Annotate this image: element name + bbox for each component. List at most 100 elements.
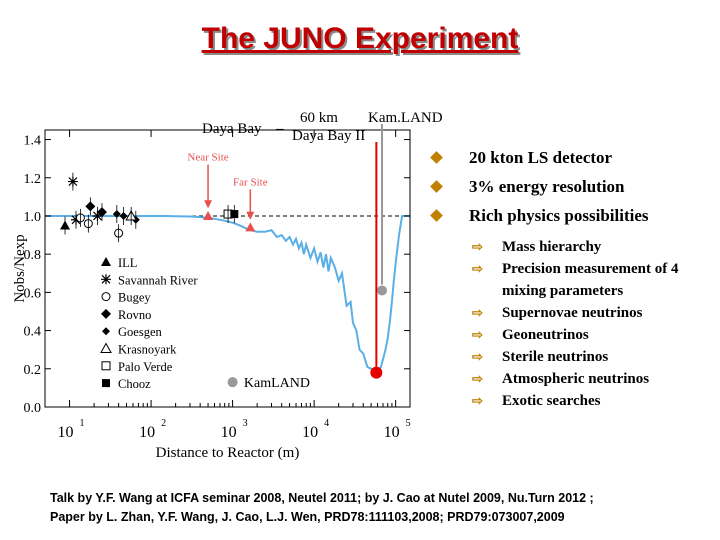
x-tick-label: 10 [58, 424, 74, 441]
arrow-bullet-icon: ⇨ [472, 393, 483, 408]
x-tick-exponent: 3 [243, 418, 248, 429]
legend-marker [102, 379, 110, 388]
sub-bullet-text: Exotic searches [502, 393, 601, 409]
circle-marker [227, 377, 238, 388]
arrow-bullet-icon: ⇨ [472, 327, 483, 342]
sub-bullet-text: Geoneutrinos [502, 327, 589, 343]
bullet-text: 3% energy resolution [469, 176, 625, 196]
x-tick-exponent: 5 [406, 418, 411, 429]
sub-bullet-item: ⇨ Sterile neutrinos [472, 346, 720, 368]
sub-bullet-text: Precision measurement of 4 mixing parame… [502, 261, 679, 299]
data-point [377, 285, 387, 296]
circle-marker [101, 292, 111, 302]
annotation-label: Far Site [233, 176, 268, 188]
annotation-arrowhead [246, 211, 255, 220]
sub-bullet-item: ⇨ Atmospheric neutrinos [472, 368, 720, 390]
oscillation-curve [45, 215, 410, 376]
arrow-bullet-icon: ⇨ [472, 239, 483, 254]
annotation-label: Near Site [187, 152, 228, 164]
y-tick-label: 1.2 [24, 172, 42, 187]
sub-bullet-item: ⇨ Supernovae neutrinos [472, 302, 720, 324]
data-point [245, 222, 256, 232]
sub-bullet-item: ⇨ Mass hierarchy [472, 236, 720, 258]
bullet-list: 20 kton LS detector 3% energy resolution… [430, 143, 720, 412]
legend-label: Bugey [118, 291, 151, 305]
asterisk-marker [101, 274, 111, 285]
sub-bullet-item: ⇨ Precision measurement of 4 mixing param… [472, 258, 720, 302]
daya-bay-label: Daya Bay [202, 121, 262, 137]
x-tick-exponent: 4 [324, 418, 329, 429]
arrow-bullet-icon: ⇨ [472, 349, 483, 364]
bullet-item: Rich physics possibilities [430, 201, 720, 230]
bullet-item: 3% energy resolution [430, 172, 720, 201]
legend-marker [101, 274, 111, 285]
legend-marker [101, 257, 111, 266]
arrow-bullet-icon: ⇨ [472, 305, 483, 320]
x-axis-label: Distance to Reactor (m) [156, 445, 300, 461]
annotation-arrowhead [204, 200, 213, 209]
data-point [227, 377, 238, 388]
y-axis-label: Nobs/Nexp [12, 234, 28, 302]
circle-marker [370, 366, 383, 379]
y-tick-label: 1.4 [24, 134, 42, 149]
legend-label: Savannah River [118, 273, 198, 287]
daya-bay-ii-label: Daya Bay II [292, 128, 366, 144]
diamond-bullet-icon [430, 209, 443, 222]
diamond-marker [101, 308, 111, 319]
diamond-marker [102, 327, 110, 336]
citation-line: Paper by L. Zhan, Y.F. Wang, J. Cao, L.J… [50, 510, 565, 524]
distance-60km-label: 60 km [300, 110, 338, 126]
legend-marker [101, 292, 111, 302]
legend-marker [100, 342, 112, 353]
sub-bullet-text: Supernovae neutrinos [502, 305, 643, 321]
sub-bullet-text: Atmospheric neutrinos [502, 371, 650, 387]
diamond-bullet-icon [430, 180, 443, 193]
bullet-text: Rich physics possibilities [469, 205, 649, 225]
triangle-marker [100, 342, 112, 353]
y-tick-label: 0.6 [24, 286, 42, 301]
legend-marker [102, 327, 110, 336]
triangle-marker [203, 210, 214, 220]
y-tick-label: 0.0 [24, 401, 42, 416]
legend-label: Krasnoyark [118, 343, 177, 357]
y-tick-label: 0.2 [24, 363, 42, 378]
citation-footer: Talk by Y.F. Wang at ICFA seminar 2008, … [50, 489, 594, 527]
diamond-bullet-icon [430, 151, 443, 164]
triangle-marker [245, 222, 256, 232]
triangle-marker [101, 257, 111, 266]
bullet-text: 20 kton LS detector [469, 147, 613, 167]
y-tick-label: 0.8 [24, 248, 42, 263]
x-tick-label: 10 [139, 424, 155, 441]
legend-marker [101, 361, 111, 371]
dash-separator: – [276, 121, 284, 137]
plot-frame [44, 129, 411, 408]
sub-bullet-item: ⇨ Exotic searches [472, 390, 720, 412]
kamland-top-label: Kam.LAND [368, 110, 443, 126]
data-point [370, 366, 383, 379]
legend-marker [101, 308, 111, 319]
citation-line: Talk by Y.F. Wang at ICFA seminar 2008, … [50, 491, 594, 505]
data-point [203, 210, 214, 220]
legend-label: Palo Verde [118, 360, 173, 374]
circle-marker [377, 285, 387, 296]
arrow-bullet-icon: ⇨ [472, 261, 483, 276]
square-marker [101, 361, 111, 371]
legend-label: Chooz [118, 377, 151, 391]
arrow-bullet-icon: ⇨ [472, 371, 483, 386]
sub-bullet-text: Sterile neutrinos [502, 349, 609, 365]
x-tick-exponent: 2 [161, 418, 166, 429]
x-tick-label: 10 [302, 424, 318, 441]
y-tick-label: 0.4 [24, 325, 42, 340]
square-marker [102, 379, 110, 388]
sub-bullet-text: Mass hierarchy [502, 239, 602, 255]
x-tick-exponent: 1 [80, 418, 85, 429]
legend-label: ILL [118, 256, 137, 270]
x-tick-label: 10 [384, 424, 400, 441]
sub-bullet-item: ⇨ Geoneutrinos [472, 324, 720, 346]
kamland-label: KamLAND [244, 376, 310, 391]
legend-label: Rovno [118, 308, 151, 322]
x-tick-label: 10 [221, 424, 237, 441]
page-title: The JUNO Experiment [201, 22, 519, 55]
bullet-item: 20 kton LS detector [430, 143, 720, 172]
